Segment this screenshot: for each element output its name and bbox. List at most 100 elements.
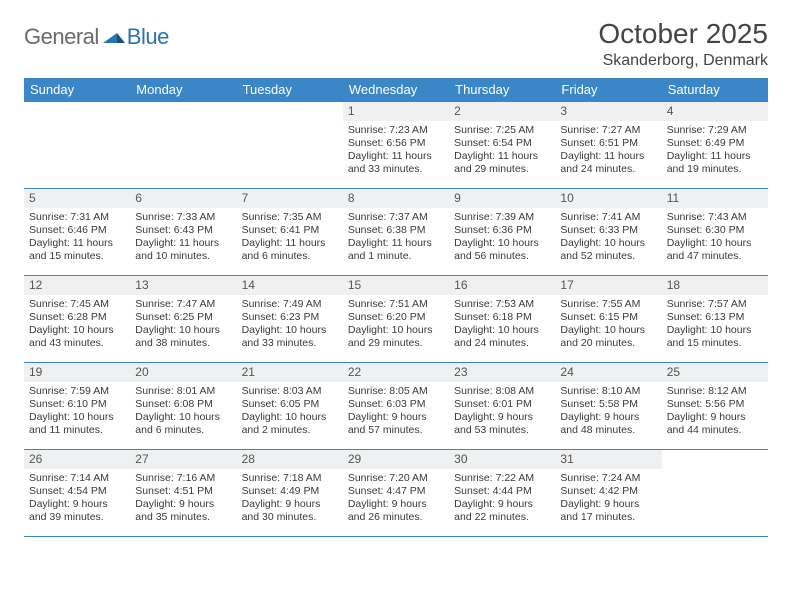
day-detail-line: and 15 minutes.: [667, 337, 763, 350]
day-detail-line: and 11 minutes.: [29, 424, 125, 437]
day-detail-line: Sunset: 6:03 PM: [348, 398, 444, 411]
day-detail-line: Sunset: 6:51 PM: [560, 137, 656, 150]
day-detail-line: Sunrise: 8:12 AM: [667, 385, 763, 398]
day-detail-line: Sunset: 6:20 PM: [348, 311, 444, 324]
day-detail-line: Sunrise: 7:37 AM: [348, 211, 444, 224]
day-detail-line: Sunrise: 8:10 AM: [560, 385, 656, 398]
day-detail-line: and 43 minutes.: [29, 337, 125, 350]
day-cell: 3Sunrise: 7:27 AMSunset: 6:51 PMDaylight…: [555, 102, 661, 188]
day-detail-line: Daylight: 9 hours: [560, 411, 656, 424]
day-detail-line: Sunset: 6:01 PM: [454, 398, 550, 411]
day-detail-line: and 35 minutes.: [135, 511, 231, 524]
day-cell: 27Sunrise: 7:16 AMSunset: 4:51 PMDayligh…: [130, 450, 236, 536]
day-detail-line: and 26 minutes.: [348, 511, 444, 524]
day-detail-line: and 1 minute.: [348, 250, 444, 263]
day-detail-line: and 17 minutes.: [560, 511, 656, 524]
day-number: 14: [237, 276, 343, 295]
day-cell: 10Sunrise: 7:41 AMSunset: 6:33 PMDayligh…: [555, 189, 661, 275]
day-detail-line: Daylight: 10 hours: [560, 237, 656, 250]
day-detail-line: Sunrise: 7:23 AM: [348, 124, 444, 137]
header: General Blue October 2025 Skanderborg, D…: [24, 18, 768, 70]
day-detail-line: Daylight: 10 hours: [29, 324, 125, 337]
day-detail-line: and 30 minutes.: [242, 511, 338, 524]
day-cell: 26Sunrise: 7:14 AMSunset: 4:54 PMDayligh…: [24, 450, 130, 536]
day-number: 31: [555, 450, 661, 469]
day-detail-line: and 53 minutes.: [454, 424, 550, 437]
day-cell: 15 Sunrise: 7:51 AMSunset: 6:20 PMDayligh…: [343, 276, 449, 362]
day-detail-line: Sunrise: 8:03 AM: [242, 385, 338, 398]
day-header-row: SundayMondayTuesdayWednesdayThursdayFrid…: [24, 78, 768, 102]
day-number: 23: [449, 363, 555, 382]
day-cell: 2Sunrise: 7:25 AMSunset: 6:54 PMDaylight…: [449, 102, 555, 188]
day-detail-line: Daylight: 11 hours: [454, 150, 550, 163]
day-detail-line: Daylight: 9 hours: [348, 498, 444, 511]
week-row: 26Sunrise: 7:14 AMSunset: 4:54 PMDayligh…: [24, 450, 768, 537]
day-detail-line: Daylight: 9 hours: [135, 498, 231, 511]
day-detail-line: and 39 minutes.: [29, 511, 125, 524]
day-cell: 9Sunrise: 7:39 AMSunset: 6:36 PMDaylight…: [449, 189, 555, 275]
week-row: 19Sunrise: 7:59 AMSunset: 6:10 PMDayligh…: [24, 363, 768, 450]
day-detail-line: Daylight: 11 hours: [348, 237, 444, 250]
day-header-cell: Thursday: [449, 78, 555, 102]
day-cell: 18Sunrise: 7:57 AMSunset: 6:13 PMDayligh…: [662, 276, 768, 362]
day-number: 20: [130, 363, 236, 382]
day-detail-line: Daylight: 10 hours: [348, 324, 444, 337]
calendar-page: General Blue October 2025 Skanderborg, D…: [0, 0, 792, 537]
logo-text-blue: Blue: [127, 24, 169, 50]
day-detail-line: Sunset: 6:08 PM: [135, 398, 231, 411]
day-detail-line: Sunrise: 7:20 AM: [348, 472, 444, 485]
day-detail-line: Sunrise: 7:22 AM: [454, 472, 550, 485]
day-detail-line: Sunset: 6:23 PM: [242, 311, 338, 324]
day-detail-line: Sunrise: 7:51 AM: [348, 298, 444, 311]
day-detail-line: Daylight: 9 hours: [454, 498, 550, 511]
week-row: 12Sunrise: 7:45 AMSunset: 6:28 PMDayligh…: [24, 276, 768, 363]
day-number: 21: [237, 363, 343, 382]
day-number: 12: [24, 276, 130, 295]
day-detail-line: Sunrise: 7:25 AM: [454, 124, 550, 137]
day-detail-line: Sunrise: 7:43 AM: [667, 211, 763, 224]
day-detail-line: and 33 minutes.: [348, 163, 444, 176]
day-cell: 6Sunrise: 7:33 AMSunset: 6:43 PMDaylight…: [130, 189, 236, 275]
day-number: 15: [343, 276, 449, 295]
day-detail-line: Daylight: 9 hours: [242, 498, 338, 511]
day-detail-line: Sunrise: 7:35 AM: [242, 211, 338, 224]
day-cell: 23Sunrise: 8:08 AMSunset: 6:01 PMDayligh…: [449, 363, 555, 449]
calendar: SundayMondayTuesdayWednesdayThursdayFrid…: [24, 78, 768, 537]
day-detail-line: Sunrise: 7:24 AM: [560, 472, 656, 485]
day-cell: 20Sunrise: 8:01 AMSunset: 6:08 PMDayligh…: [130, 363, 236, 449]
day-detail-line: Sunrise: 7:57 AM: [667, 298, 763, 311]
day-detail-line: Sunset: 4:44 PM: [454, 485, 550, 498]
day-number: 28: [237, 450, 343, 469]
day-header-cell: Saturday: [662, 78, 768, 102]
day-detail-line: and 33 minutes.: [242, 337, 338, 350]
day-detail-line: Sunrise: 8:05 AM: [348, 385, 444, 398]
day-cell: 8Sunrise: 7:37 AMSunset: 6:38 PMDaylight…: [343, 189, 449, 275]
day-detail-line: and 29 minutes.: [348, 337, 444, 350]
day-detail-line: Daylight: 11 hours: [560, 150, 656, 163]
location: Skanderborg, Denmark: [598, 52, 768, 70]
day-number: 29: [343, 450, 449, 469]
day-number: 10: [555, 189, 661, 208]
empty-cell: [662, 450, 768, 536]
day-detail-line: Sunset: 6:56 PM: [348, 137, 444, 150]
day-cell: 13Sunrise: 7:47 AMSunset: 6:25 PMDayligh…: [130, 276, 236, 362]
day-header-cell: Monday: [130, 78, 236, 102]
day-number: 19: [24, 363, 130, 382]
day-detail-line: and 15 minutes.: [29, 250, 125, 263]
day-header-cell: Wednesday: [343, 78, 449, 102]
day-detail-line: Sunset: 6:10 PM: [29, 398, 125, 411]
day-cell: 29Sunrise: 7:20 AMSunset: 4:47 PMDayligh…: [343, 450, 449, 536]
day-detail-line: and 6 minutes.: [242, 250, 338, 263]
day-cell: 7Sunrise: 7:35 AMSunset: 6:41 PMDaylight…: [237, 189, 343, 275]
day-detail-line: and 38 minutes.: [135, 337, 231, 350]
day-header-cell: Sunday: [24, 78, 130, 102]
day-cell: 16Sunrise: 7:53 AMSunset: 6:18 PMDayligh…: [449, 276, 555, 362]
day-detail-line: and 29 minutes.: [454, 163, 550, 176]
day-number: 24: [555, 363, 661, 382]
day-detail-line: Sunrise: 7:45 AM: [29, 298, 125, 311]
day-detail-line: Sunset: 5:56 PM: [667, 398, 763, 411]
day-detail-line: Sunset: 6:18 PM: [454, 311, 550, 324]
day-cell: 17Sunrise: 7:55 AMSunset: 6:15 PMDayligh…: [555, 276, 661, 362]
day-detail-line: Daylight: 10 hours: [560, 324, 656, 337]
day-detail-line: Sunset: 6:25 PM: [135, 311, 231, 324]
